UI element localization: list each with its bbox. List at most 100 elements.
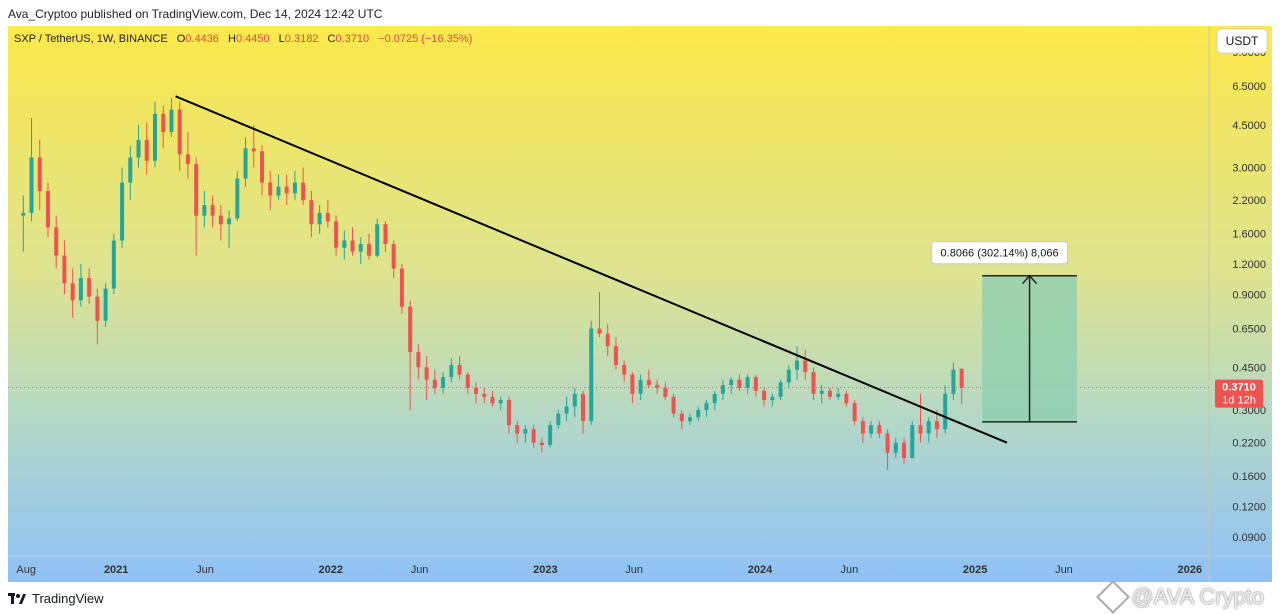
- candle-body: [564, 406, 569, 414]
- candle-body: [696, 410, 701, 418]
- candle: [465, 372, 470, 394]
- candle-body: [54, 227, 59, 256]
- candle-body: [218, 215, 223, 225]
- y-tick-label: 6.5000: [1232, 81, 1266, 93]
- candle-body: [655, 385, 660, 388]
- candle: [161, 105, 166, 149]
- candle: [934, 410, 939, 438]
- candle-body: [589, 328, 594, 422]
- y-tick-label: 0.1600: [1232, 471, 1266, 483]
- candle-body: [506, 399, 511, 426]
- candle: [869, 421, 874, 438]
- currency-button[interactable]: USDT: [1216, 28, 1268, 54]
- candle-body: [120, 182, 125, 241]
- candle: [317, 205, 322, 234]
- candle-body: [679, 413, 684, 422]
- candle-body: [334, 221, 339, 248]
- candle-body: [531, 429, 536, 443]
- candle: [325, 200, 330, 228]
- candle-body: [342, 240, 347, 248]
- chart-background: [8, 26, 1272, 582]
- x-tick-label: Jun: [1055, 564, 1073, 576]
- candle-body: [251, 148, 256, 152]
- chart-area[interactable]: 9.00006.50004.50003.00002.20001.60001.20…: [8, 26, 1272, 582]
- candle-body: [62, 255, 67, 284]
- candle-body: [515, 425, 520, 434]
- candle: [819, 385, 824, 404]
- price-range-measure[interactable]: 0.8066 (302.14%) 8,066: [931, 241, 1077, 423]
- candle: [128, 145, 133, 201]
- candle-body: [786, 369, 791, 383]
- price-chart[interactable]: 9.00006.50004.50003.00002.20001.60001.20…: [8, 26, 1272, 582]
- trendline[interactable]: [175, 95, 1008, 444]
- candle: [408, 300, 413, 411]
- candle-body: [95, 296, 100, 321]
- candle: [836, 387, 841, 400]
- publisher-line: Ava_Cryptoo published on TradingView.com…: [8, 7, 383, 21]
- candle-body: [498, 399, 503, 404]
- candle: [704, 399, 709, 418]
- watermark: @AVA Crypto: [1096, 580, 1264, 614]
- watermark-text: @AVA Crypto: [1131, 584, 1264, 609]
- candle: [441, 372, 446, 394]
- candle-body: [844, 393, 849, 404]
- y-tick-label: 0.9000: [1232, 289, 1266, 301]
- x-tick-label: 2022: [319, 564, 343, 576]
- candle: [95, 288, 100, 345]
- candle-body: [638, 379, 643, 394]
- candle: [646, 369, 651, 388]
- candle-body: [959, 368, 964, 388]
- candle-body: [408, 306, 413, 353]
- candle: [581, 390, 586, 434]
- tradingview-logo[interactable]: TradingView: [8, 591, 104, 606]
- candle-body: [811, 372, 816, 394]
- x-tick-label: Jun: [196, 564, 214, 576]
- candle-body: [259, 151, 264, 183]
- candle: [564, 396, 569, 422]
- candle: [548, 421, 553, 448]
- x-tick-label: Jun: [840, 564, 858, 576]
- candle: [696, 406, 701, 422]
- candle-body: [194, 164, 199, 216]
- open-value: 0.4436: [185, 33, 219, 45]
- candle-body: [29, 157, 34, 213]
- candle: [416, 344, 421, 380]
- candle-body: [704, 403, 709, 411]
- candle: [778, 379, 783, 400]
- candle-body: [235, 178, 240, 219]
- y-tick-label: 0.2200: [1232, 438, 1266, 450]
- candle: [770, 393, 775, 407]
- candle: [556, 410, 561, 430]
- candle-body: [737, 379, 742, 388]
- candle: [152, 101, 157, 168]
- candle: [202, 191, 207, 228]
- x-tick-label: 2024: [748, 564, 773, 576]
- measure-label: 0.8066 (302.14%) 8,066: [941, 248, 1059, 260]
- candle: [918, 393, 923, 443]
- candle: [251, 124, 256, 168]
- y-tick-label: 3.0000: [1232, 163, 1266, 175]
- candle: [424, 356, 429, 400]
- candle-body: [474, 387, 479, 394]
- candle-body: [375, 224, 380, 256]
- candle-body: [613, 346, 618, 365]
- candle-body: [292, 182, 297, 194]
- candle: [120, 167, 125, 248]
- candle: [531, 425, 536, 448]
- candle-body: [325, 212, 330, 222]
- candle: [342, 230, 347, 260]
- candle-body: [441, 377, 446, 388]
- candle-body: [391, 244, 396, 269]
- candle-body: [836, 393, 841, 397]
- candle: [679, 410, 684, 430]
- candle: [284, 174, 289, 206]
- candle-body: [688, 417, 693, 422]
- candle-body: [37, 157, 42, 192]
- candle: [926, 417, 931, 443]
- candle-body: [210, 205, 215, 216]
- candle: [539, 437, 544, 453]
- x-tick-label: 2023: [533, 564, 557, 576]
- candle: [474, 382, 479, 404]
- candle: [753, 374, 758, 397]
- candle: [259, 145, 264, 196]
